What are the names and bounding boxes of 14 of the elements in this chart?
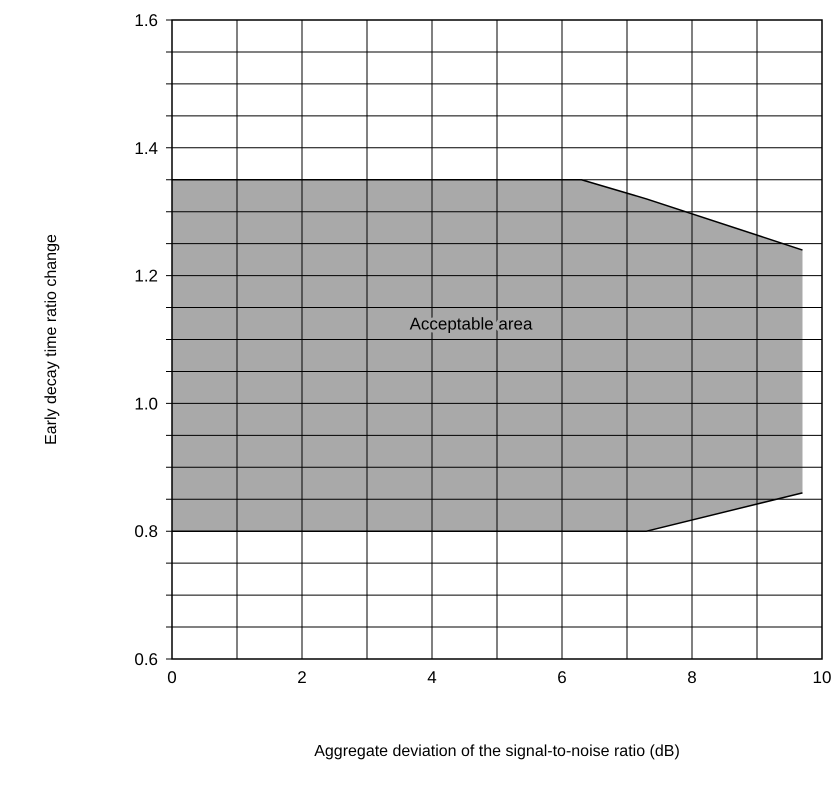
y-tick-label: 0.6 [134,650,158,669]
x-tick-label: 4 [427,668,437,687]
y-tick-label: 0.8 [134,522,158,542]
y-tick-label: 1.4 [134,138,158,158]
y-tick-label: 1.2 [134,266,158,286]
y-axis-title: Early decay time ratio change [43,234,60,445]
y-tick-label: 1.6 [134,10,158,30]
x-tick-label: 6 [557,668,567,687]
x-axis-title: Aggregate deviation of the signal-to-noise ratio (dB) [314,743,680,760]
x-tick-label: 0 [167,668,177,687]
x-tick-label: 10 [812,668,832,687]
x-tick-label: 8 [687,668,697,687]
y-tick-label: 1.0 [134,394,158,414]
x-tick-label: 2 [297,668,307,687]
